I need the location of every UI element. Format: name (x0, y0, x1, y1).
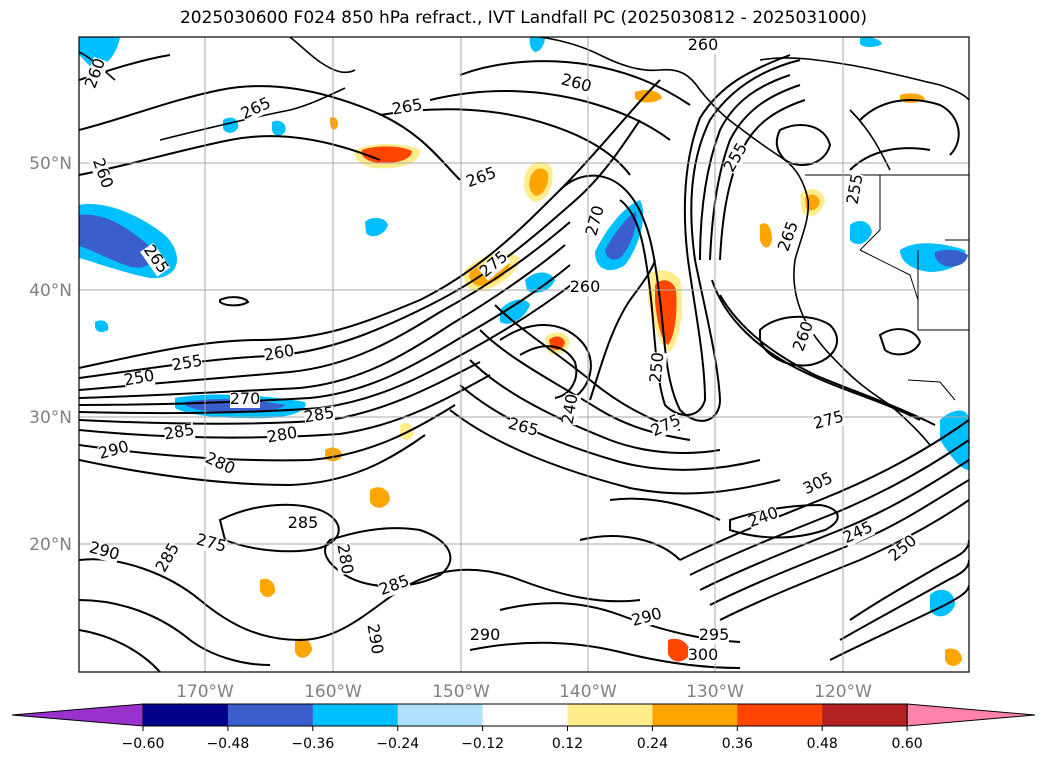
contour-layer (79, 54, 969, 672)
colorbar-segment (482, 704, 568, 726)
latitude-labels: 50°N 40°N 30°N 20°N (29, 154, 72, 555)
map-frame (78, 36, 970, 673)
longitude-labels: 170°W 160°W 150°W 140°W 130°W 120°W (176, 682, 872, 702)
contour-label: 295 (699, 625, 730, 644)
contour-label-group: 260 (262, 341, 295, 365)
map-background (79, 37, 969, 672)
colorbar-segment (567, 704, 653, 726)
lon-label: 130°W (686, 682, 744, 702)
colorbar-segment (652, 704, 738, 726)
colorbar-tick-label: 0.60 (892, 736, 923, 752)
colorbar-segment (312, 704, 399, 726)
contour-label-group: 290 (363, 622, 387, 655)
colorbar-segment (227, 704, 314, 726)
coastline-layer (79, 37, 969, 446)
contour-label-group: 270 (230, 389, 261, 408)
contour-label: 300 (688, 645, 719, 664)
contour-label: 260 (688, 35, 719, 54)
contour-label-group: 260 (688, 35, 719, 54)
colorbar-tick-label: 0.36 (722, 736, 753, 752)
contour-label-group: 295 (699, 625, 730, 644)
colorbar-outline (142, 703, 908, 727)
contour-label: 285 (288, 513, 319, 532)
colorbar-tick-label: −0.24 (376, 736, 419, 752)
lat-label: 20°N (29, 535, 72, 555)
lon-label: 150°W (432, 682, 490, 702)
map-title: 2025030600 F024 850 hPa refract., IVT La… (179, 8, 867, 28)
colorbar-extend-low (11, 703, 144, 727)
contour-label-group: 260 (570, 277, 601, 296)
colorbar-tick-label: −0.36 (291, 736, 334, 752)
colorbar-tick-label: 0.48 (807, 736, 838, 752)
colorbar-segment (737, 704, 823, 726)
contour-label-group: 275 (811, 407, 845, 433)
lon-label: 120°W (814, 682, 872, 702)
contour-label-group: 250 (646, 351, 668, 383)
colorbar-segment (143, 704, 229, 726)
contour-label-group: 285 (288, 513, 319, 532)
lat-label: 40°N (29, 281, 72, 301)
colorbar-tick-label: −0.48 (206, 736, 249, 752)
colorbar: −0.60 −0.48 −0.36 −0.24 −0.12 0.12 0.24 0.36 0.4… (11, 703, 1036, 752)
contour-label: 250 (646, 351, 668, 383)
colorbar-segment (822, 704, 908, 726)
contour-label-group: 260 (81, 56, 109, 91)
contour-label: 270 (230, 389, 261, 408)
colorbar-tick-label: −0.12 (461, 736, 504, 752)
lat-label: 30°N (29, 408, 72, 428)
colorbar-tick-label: 0.24 (637, 736, 668, 752)
lon-label: 170°W (176, 682, 234, 702)
colorbar-extend-high (906, 703, 1036, 727)
colorbar-tick-label: −0.60 (122, 736, 165, 752)
contour-label-group: 300 (688, 645, 719, 664)
colorbar-segment (397, 704, 484, 726)
contour-label: 290 (470, 625, 501, 644)
contour-label-group: 255 (843, 172, 867, 205)
lon-label: 140°W (559, 682, 617, 702)
border-layer (805, 174, 969, 401)
colorbar-tick-label: 0.12 (552, 736, 583, 752)
lat-label: 50°N (29, 154, 72, 174)
lon-label: 160°W (304, 682, 362, 702)
gridline-layer (79, 37, 969, 672)
contour-label-group: 290 (470, 625, 501, 644)
contour-label: 260 (570, 277, 601, 296)
